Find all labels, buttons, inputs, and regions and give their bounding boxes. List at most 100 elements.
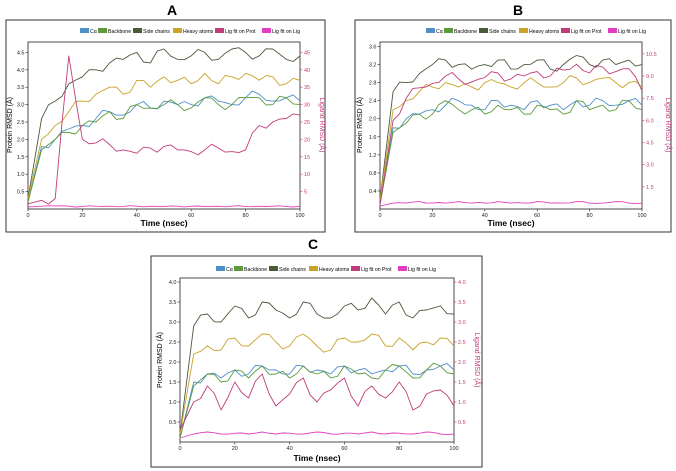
legend-swatch-ligprot — [215, 28, 224, 33]
x-tick-label: 40 — [482, 213, 488, 219]
legend-label-ca: Cα — [90, 29, 97, 35]
y-left-tick-label: 0.8 — [369, 171, 377, 177]
y-right-tick-label: 15 — [304, 155, 310, 161]
y-right-tick-label: 3.5 — [458, 300, 466, 306]
legend-label-sidechains: Side chains — [143, 29, 170, 35]
y-left-tick-label: 2.0 — [17, 137, 25, 143]
x-tick-label: 100 — [295, 213, 304, 219]
y-left-tick-label: 3.5 — [17, 85, 25, 91]
series-line-heavy-atoms — [179, 333, 455, 435]
y-right-tick-label: 10.5 — [646, 52, 657, 58]
legend-label-backbone: Backbone — [244, 267, 267, 273]
series-line-heavy-atoms — [379, 75, 643, 201]
panel-c-lines — [179, 297, 455, 439]
legend-swatch-sidechains — [269, 266, 278, 271]
x-tick-label: 80 — [243, 213, 249, 219]
panel-b: B Cα Backbone Side chains Heavy atoms Li… — [354, 2, 673, 233]
x-tick-label: 40 — [287, 446, 293, 452]
y-right-tick-label: 4.0 — [458, 280, 466, 286]
series-line-lig-fit-on-prot — [179, 373, 455, 431]
y-left-tick-label: 4.0 — [17, 68, 25, 74]
y-right-tick-label: 45 — [304, 50, 310, 56]
y-right-tick-label: 0.5 — [458, 420, 466, 426]
x-tick-label: 0 — [378, 213, 381, 219]
legend-swatch-ca — [80, 28, 89, 33]
legend-swatch-backbone — [98, 28, 107, 33]
y-left-tick-label: 1.5 — [17, 155, 25, 161]
panel-c-label: C — [308, 236, 318, 252]
panel-a-legend: Cα Backbone Side chains Heavy atoms Lig … — [80, 28, 300, 35]
legend-label-backbone: Backbone — [108, 29, 131, 35]
y-right-tick-label: 6.0 — [646, 118, 654, 124]
legend-swatch-backbone — [444, 28, 453, 33]
panel-b-xlabel: Time (nsec) — [487, 218, 534, 228]
panel-a-label: A — [167, 2, 177, 18]
legend-swatch-sidechains — [133, 28, 142, 33]
panel-b-ylabel-left: Protein RMSD (Å) — [355, 97, 364, 153]
series-line-backbone — [379, 99, 643, 205]
y-right-tick-label: 2.0 — [458, 360, 466, 366]
x-tick-label: 60 — [188, 213, 194, 219]
x-tick-label: 80 — [587, 213, 593, 219]
x-tick-label: 20 — [232, 446, 238, 452]
legend-swatch-ligprot — [351, 266, 360, 271]
panel-a-ylabel-right: Ligand RMSD (Å) — [318, 98, 327, 153]
legend-swatch-liglig — [398, 266, 407, 271]
panel-c-ticks: 0 20 40 60 80 100 0.5 1.0 1.5 2.0 2.5 3.0 3.5 4.0 0.5 1… — [169, 280, 466, 452]
series-line-side-chains — [179, 297, 455, 435]
legend-swatch-backbone — [234, 266, 243, 271]
y-left-tick-label: 2.0 — [169, 360, 177, 366]
y-left-tick-label: 2.8 — [369, 81, 377, 87]
panel-c-ylabel-left: Protein RMSD (Å) — [155, 332, 164, 388]
panel-c: C Cα Backbone Side chains Heavy atoms Li… — [150, 236, 483, 468]
y-left-tick-label: 3.5 — [169, 300, 177, 306]
legend-label-heavyatoms: Heavy atoms — [529, 29, 560, 35]
y-right-tick-label: 5 — [304, 190, 307, 196]
x-tick-label: 100 — [449, 446, 458, 452]
y-right-tick-label: 10 — [304, 172, 310, 178]
panel-b-lines — [379, 55, 643, 207]
series-line-c — [379, 97, 643, 205]
panel-a-xlabel: Time (nsec) — [140, 218, 187, 228]
legend-swatch-ca — [426, 28, 435, 33]
legend-label-sidechains: Side chains — [279, 267, 306, 273]
y-right-tick-label: 2.5 — [458, 340, 466, 346]
legend-label-ligprot: Lig fit on Prot — [571, 29, 602, 35]
series-line-c — [27, 90, 301, 203]
y-left-tick-label: 1.0 — [17, 172, 25, 178]
series-line-lig-fit-on-lig — [379, 201, 643, 207]
x-tick-label: 60 — [534, 213, 540, 219]
legend-swatch-heavyatoms — [173, 28, 182, 33]
y-right-tick-label: 3.0 — [458, 320, 466, 326]
panel-c-legend: Cα Backbone Side chains Heavy atoms Lig … — [216, 266, 436, 273]
y-left-tick-label: 1.6 — [369, 135, 377, 141]
x-tick-label: 40 — [134, 213, 140, 219]
series-line-lig-fit-on-lig — [179, 431, 455, 439]
legend-swatch-heavyatoms — [519, 28, 528, 33]
series-line-lig-fit-on-prot — [27, 55, 301, 205]
series-line-side-chains — [27, 47, 301, 199]
series-line-backbone — [27, 95, 301, 203]
legend-label-sidechains: Side chains — [489, 29, 516, 35]
legend-label-backbone: Backbone — [454, 29, 477, 35]
panel-b-legend: Cα Backbone Side chains Heavy atoms Lig … — [426, 28, 646, 35]
y-right-tick-label: 7.5 — [646, 96, 654, 102]
y-left-tick-label: 1.0 — [169, 400, 177, 406]
series-line-lig-fit-on-prot — [379, 63, 643, 205]
legend-swatch-ligprot — [561, 28, 570, 33]
y-right-tick-label: 30 — [304, 103, 310, 109]
x-tick-label: 20 — [79, 213, 85, 219]
panel-a-ticks: 0 20 40 60 80 100 0.5 1.0 1.5 2.0 2.5 3.0 3.5 4.0 4.5 5… — [17, 50, 310, 219]
x-tick-label: 60 — [341, 446, 347, 452]
x-tick-label: 0 — [178, 446, 181, 452]
panel-b-ticks: 0 20 40 60 80 100 0.4 0.8 1.2 1.6 2.0 2.4 2.8 3.2 3.6 1… — [369, 45, 657, 219]
y-left-tick-label: 0.5 — [169, 420, 177, 426]
y-left-tick-label: 0.4 — [369, 189, 377, 195]
legend-label-ligprot: Lig fit on Prot — [225, 29, 256, 35]
y-left-tick-label: 4.0 — [169, 280, 177, 286]
y-left-tick-label: 2.5 — [17, 120, 25, 126]
y-right-tick-label: 40 — [304, 68, 310, 74]
legend-swatch-liglig — [262, 28, 271, 33]
series-line-lig-fit-on-lig — [27, 205, 301, 208]
